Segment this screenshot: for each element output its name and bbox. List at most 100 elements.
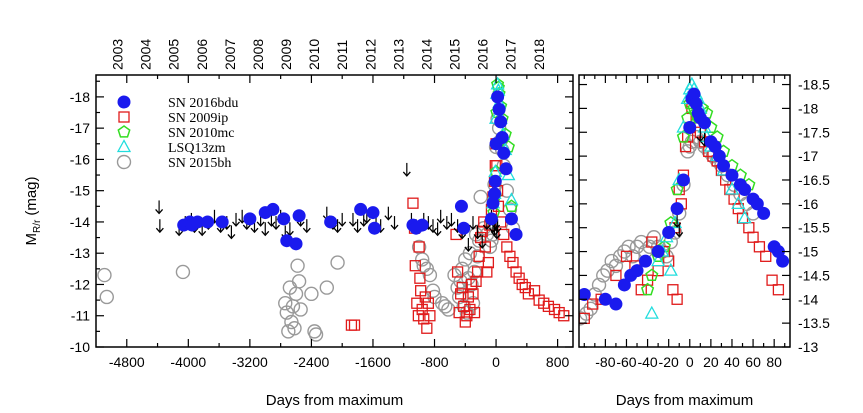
right-point-sn-2016bdu (738, 183, 752, 197)
left-point-sn-2009ip (501, 241, 513, 253)
left-point-sn-2016bdu (494, 115, 508, 129)
left-point-upper-limits (478, 234, 487, 249)
right-point-sn-2016bdu (638, 254, 652, 268)
left-point-sn-2009ip (519, 281, 531, 294)
top-year-tick-label: 2007 (222, 39, 238, 70)
right-point-sn-2015bh (608, 258, 624, 274)
left-point-upper-limits (155, 219, 164, 234)
legend-marker-sn-2009ip (118, 111, 130, 123)
left-point-sn-2009ip (424, 310, 436, 322)
left-plot-frame (95, 74, 574, 348)
top-year-tick-label: 2016 (475, 39, 491, 70)
left-point-sn-2009ip (455, 288, 467, 300)
left-point-sn-2016bdu (366, 206, 380, 220)
left-point-sn-2009ip (348, 319, 361, 331)
right-point-sn-2009ip (760, 250, 772, 262)
left-point-upper-limits (402, 162, 411, 177)
left-point-sn-2015bh (291, 274, 307, 289)
right-x-tick-label: 80 (766, 354, 782, 370)
top-year-tick-label: 2009 (278, 39, 294, 70)
left-point-upper-limits (464, 237, 473, 252)
left-point-upper-limits (348, 212, 357, 227)
right-point-sn-2015bh (596, 268, 611, 283)
left-series-sn-2015bh (97, 111, 521, 342)
right-point-sn-2015bh (621, 239, 636, 254)
legend-item-sn-2009ip: SN 2009ip (118, 111, 228, 126)
right-point-sn-2015bh (604, 253, 619, 269)
left-point-sn-2015bh (97, 267, 112, 283)
left-point-sn-2009ip (407, 197, 419, 209)
right-y-tick-label: -14 (798, 291, 818, 307)
left-point-sn-2016bdu (415, 218, 429, 232)
right-point-sn-2016bdu (676, 173, 690, 187)
left-point-sn-2009ip (413, 241, 425, 253)
left-point-sn-2010mc (504, 199, 519, 212)
right-point-sn-2016bdu (662, 225, 676, 239)
right-y-tick-label: -15.5 (798, 220, 830, 236)
left-axes: -4800 -4000 -3200 -2400 -1600 -800 0 800 -10 -11 -… (70, 39, 573, 370)
left-x-tick-label: -800 (421, 354, 449, 370)
right-point-sn-2009ip (772, 284, 785, 296)
left-point-sn-2015bh (425, 283, 441, 298)
left-point-upper-limits (155, 200, 164, 215)
right-data-marks (579, 76, 790, 326)
top-year-tick-label: 2005 (166, 39, 182, 70)
right-point-sn-2016bdu (579, 288, 591, 302)
left-point-sn-2015bh (293, 302, 308, 317)
left-point-sn-2016bdu (277, 212, 291, 226)
right-point-lsq13zm (731, 195, 746, 209)
left-point-upper-limits (433, 222, 442, 237)
left-series-sn-2016bdu (177, 90, 523, 251)
left-point-sn-2015bh (467, 264, 482, 280)
left-y-tick-label: -11 (71, 308, 90, 324)
right-point-sn-2016bdu (750, 197, 764, 211)
right-point-sn-2010mc (670, 182, 684, 196)
left-point-sn-2016bdu (243, 212, 257, 226)
left-point-sn-2009ip (498, 228, 510, 241)
right-point-lsq13zm (724, 181, 740, 195)
right-point-sn-2009ip (610, 269, 622, 282)
left-y-tick-label: -18 (70, 89, 90, 105)
top-year-tick-label: 2008 (250, 39, 266, 70)
left-point-sn-2015bh (499, 183, 515, 198)
right-axes: -80 -60 -40 -20 0 20 40 60 80 -13 -13.5 -14 -14.5 -15… (579, 75, 830, 370)
left-point-sn-2016bdu (488, 174, 502, 188)
top-year-tick-label: 2006 (194, 39, 210, 70)
right-point-lsq13zm (737, 210, 752, 224)
right-plot-frame (578, 74, 791, 348)
left-point-upper-limits (473, 225, 482, 240)
left-x-axis-label: Days from maximum (266, 392, 404, 409)
right-y-tick-label: -14.5 (798, 267, 830, 283)
y-axis-label-main: M (23, 233, 40, 246)
legend-label: SN 2016bdu (168, 96, 238, 111)
left-point-upper-limits (436, 209, 445, 224)
left-point-sn-2009ip (468, 306, 481, 319)
left-point-upper-limits (261, 222, 270, 237)
left-point-upper-limits (468, 216, 477, 231)
top-year-tick-label: 2004 (138, 39, 154, 70)
left-point-sn-2009ip (409, 260, 421, 272)
right-y-tick-label: -17 (798, 148, 818, 164)
right-point-sn-2009ip (620, 250, 633, 262)
right-y-tick-label: -13 (798, 339, 818, 355)
right-point-upper-limits (696, 128, 705, 143)
right-y-tick-label: -18.5 (798, 77, 830, 93)
right-point-sn-2010mc (641, 282, 655, 296)
left-point-sn-2015bh (308, 327, 324, 342)
right-point-sn-2015bh (634, 234, 649, 250)
left-y-tick-label: -12 (70, 276, 90, 292)
left-point-sn-2009ip (419, 291, 431, 303)
right-point-sn-2009ip (667, 284, 679, 296)
left-series-upper-limits (155, 162, 502, 252)
right-y-tick-label: -13.5 (798, 315, 830, 331)
left-point-upper-limits (285, 222, 294, 237)
legend-item-sn-2015bh: SN 2015bh (116, 154, 231, 171)
left-point-sn-2009ip (421, 322, 433, 334)
left-point-sn-2015bh (473, 189, 488, 205)
right-y-tick-label: -16.5 (798, 172, 830, 188)
left-point-sn-2009ip (422, 297, 435, 309)
left-point-upper-limits (428, 219, 437, 234)
legend-label: SN 2010mc (168, 126, 235, 141)
left-point-sn-2009ip (471, 266, 484, 278)
